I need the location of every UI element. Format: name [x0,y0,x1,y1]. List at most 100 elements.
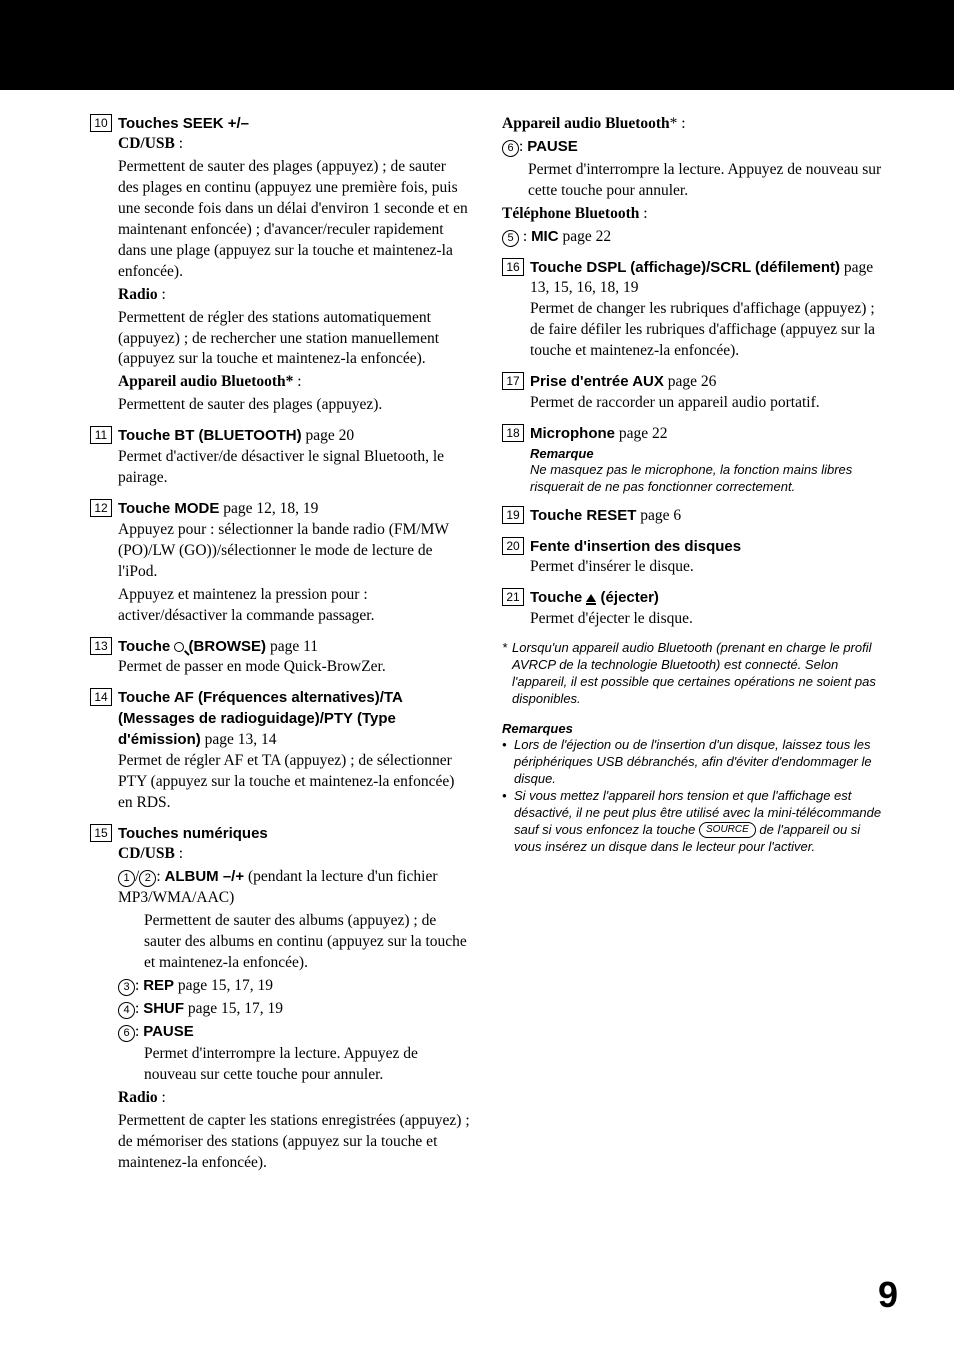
page-ref: page 22 [615,425,668,442]
circled-number-icon: 3 [118,979,135,996]
paragraph: Permettent de sauter des plages (appuyez… [118,157,470,283]
item-number-box: 14 [90,688,112,706]
page-ref: page 26 [664,373,717,390]
paragraph: Permet d'interrompre la lecture. Appuyez… [502,160,882,202]
rep-label: REP [143,977,174,994]
item-title: Microphone [530,425,615,442]
header-banner [0,0,954,90]
item-number-box: 13 [90,637,112,655]
eject-icon [586,594,596,602]
paragraph: Permettent de sauter des plages (appuyez… [118,395,470,416]
pause-label: PAUSE [143,1023,194,1040]
paragraph: Permettent de capter les stations enregi… [118,1111,470,1174]
item-number-box: 11 [90,426,112,444]
item-number-box: 12 [90,499,112,517]
circled-number-icon: 2 [139,870,156,887]
item-number-box: 17 [502,372,524,390]
paragraph: Appuyez pour : sélectionner la bande rad… [118,520,470,583]
page-ref: page 22 [559,228,612,245]
circled-number-icon: 1 [118,870,135,887]
page-ref: page 15, 17, 19 [174,977,273,994]
paragraph: Permet d'interrompre la lecture. Appuyez… [118,1044,470,1086]
item-17: 17 Prise d'entrée AUX page 26 Permet de … [502,372,882,414]
item-title: Touche RESET [530,507,636,524]
remark-heading: Remarque [530,445,882,463]
item-20: 20 Fente d'insertion des disques Permet … [502,537,882,578]
item-title: Fente d'insertion des disques [530,537,882,557]
paragraph: Permet de raccorder un appareil audio po… [530,393,882,414]
paragraph: Permet d'éjecter le disque. [530,609,882,630]
page-ref: page 13, 14 [201,731,277,748]
magnifier-icon [174,642,184,652]
remark-bullet: Si vous mettez l'appareil hors tension e… [502,788,882,856]
circled-number-icon: 6 [502,140,519,157]
item-16: 16 Touche DSPL (affichage)/SCRL (défilem… [502,258,882,363]
page-number: 9 [878,1274,898,1316]
item-title: Touches numériques [118,824,470,844]
item-number-box: 15 [90,824,112,842]
source-button-icon: SOURCE [699,822,756,838]
item-title-part: Touche [118,638,174,655]
sub-label: CD/USB [118,135,175,152]
item-title: Touches SEEK +/– [118,114,470,134]
paragraph: Permettent de sauter des albums (appuyez… [118,911,470,974]
left-column: 10 Touches SEEK +/– CD/USB : Permettent … [90,114,470,1184]
right-column: Appareil audio Bluetooth* : 6: PAUSE Per… [502,114,882,1184]
sub-label: Appareil audio Bluetooth [502,115,670,132]
sub-label: Radio [118,286,158,303]
sub-label: CD/USB [118,845,175,862]
paragraph: Permettent de régler des stations automa… [118,308,470,371]
item-title-part: Touche [530,589,586,606]
mic-label: MIC [531,228,559,245]
paragraph: Permet d'activer/de désactiver le signal… [118,447,470,489]
circled-number-icon: 6 [118,1025,135,1042]
item-title: Touche BT (BLUETOOTH) [118,427,302,444]
item-title: Touche DSPL (affichage)/SCRL (défilement… [530,259,840,276]
page-ref: page 12, 18, 19 [219,500,318,517]
paragraph: Permet de passer en mode Quick-BrowZer. [118,657,470,678]
item-number-box: 21 [502,588,524,606]
paragraph: Permet de changer les rubriques d'affich… [530,299,882,362]
page-content: 10 Touches SEEK +/– CD/USB : Permettent … [0,90,954,1184]
item-13: 13 Touche (BROWSE) page 11 Permet de pas… [90,637,470,679]
item-14: 14 Touche AF (Fréquences alternatives)/T… [90,688,470,814]
item-21: 21 Touche (éjecter) Permet d'éjecter le … [502,588,882,630]
item-11: 11 Touche BT (BLUETOOTH) page 20 Permet … [90,426,470,489]
page-ref: page 20 [302,427,355,444]
footnote: * Lorsqu'un appareil audio Bluetooth (pr… [502,640,882,708]
item-12: 12 Touche MODE page 12, 18, 19 Appuyez p… [90,499,470,627]
page-ref: page 11 [266,638,318,655]
item-title-part: (éjecter) [596,589,659,606]
paragraph: Permet d'insérer le disque. [530,557,882,578]
item-title: Prise d'entrée AUX [530,373,664,390]
circled-number-icon: 4 [118,1002,135,1019]
item-18: 18 Microphone page 22 Remarque Ne masque… [502,424,882,496]
item-number-box: 10 [90,114,112,132]
item-number-box: 19 [502,506,524,524]
footnote-text: Lorsqu'un appareil audio Bluetooth (pren… [512,640,876,706]
remark-bullet: Lors de l'éjection ou de l'insertion d'u… [502,737,882,788]
item-title: Touche MODE [118,500,219,517]
paragraph: Appuyez et maintenez la pression pour : … [118,585,470,627]
item-number-box: 16 [502,258,524,276]
circled-number-icon: 5 [502,230,519,247]
item-10: 10 Touches SEEK +/– CD/USB : Permettent … [90,114,470,416]
shuf-label: SHUF [143,1000,184,1017]
page-ref: page 6 [636,507,681,524]
sub-label: Téléphone Bluetooth [502,205,639,222]
page-ref: page 15, 17, 19 [184,1000,283,1017]
remarks-section: Remarques Lors de l'éjection ou de l'ins… [502,720,882,856]
sub-label: Appareil audio Bluetooth* [118,373,293,390]
item-title-part: (BROWSE) [184,638,266,655]
item-15-continued: Appareil audio Bluetooth* : 6: PAUSE Per… [502,114,882,248]
paragraph: Permet de régler AF et TA (appuyez) ; de… [118,751,470,814]
asterisk-icon: * [502,640,507,657]
remark-body: Ne masquez pas le microphone, la fonctio… [530,462,882,496]
item-number-box: 18 [502,424,524,442]
item-number-box: 20 [502,537,524,555]
item-15: 15 Touches numériques CD/USB : 1/2: ALBU… [90,824,470,1174]
album-label: ALBUM –/+ [165,868,245,885]
sub-label: Radio [118,1089,158,1106]
remarks-heading: Remarques [502,720,882,738]
item-19: 19 Touche RESET page 6 [502,506,882,527]
